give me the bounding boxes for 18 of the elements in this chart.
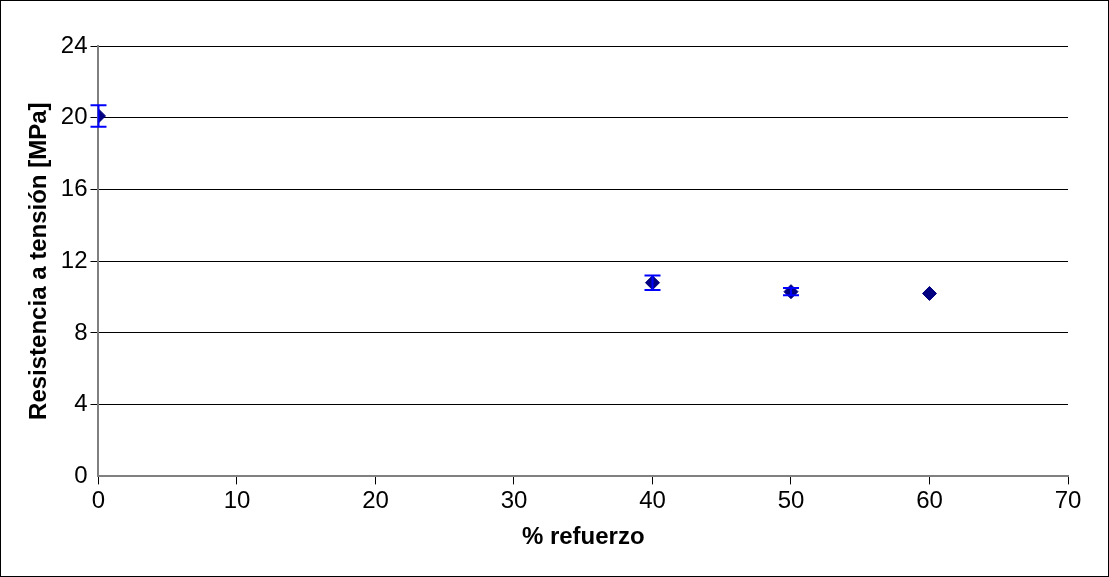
y-tick-label: 24	[60, 30, 88, 58]
x-tick-label: 0	[91, 486, 106, 514]
y-tick-label: 4	[74, 389, 88, 417]
y-tick-label: 12	[60, 245, 88, 273]
y-tick-label: 0	[74, 461, 88, 489]
x-tick-label: 70	[1054, 486, 1082, 514]
y-axis-title: Resistencia a tensión [MPa]	[24, 102, 52, 420]
x-tick-label: 10	[223, 486, 251, 514]
y-tick-label: 8	[74, 317, 88, 345]
x-axis-title: % refuerzo	[521, 522, 645, 550]
x-tick-label: 20	[362, 486, 389, 514]
x-tick-label: 40	[639, 486, 666, 514]
x-tick-label: 50	[777, 486, 805, 514]
x-tick-label: 30	[500, 486, 528, 514]
y-tick-label: 16	[60, 174, 88, 202]
point	[922, 285, 937, 301]
x-tick-label: 60	[916, 486, 943, 514]
y-tick-label: 20	[60, 102, 88, 130]
